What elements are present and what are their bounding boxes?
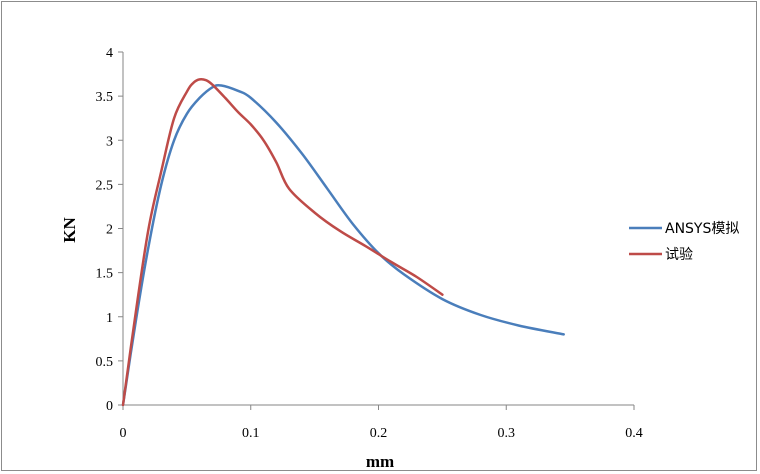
y-tick-label: 0 — [106, 399, 113, 414]
x-tick-label: 0.2 — [370, 426, 388, 441]
y-tick-label: 0.5 — [96, 355, 114, 370]
x-tick-label: 0.1 — [242, 426, 260, 441]
x-axis-title: mm — [366, 452, 394, 471]
y-tick-label: 1.5 — [96, 267, 114, 282]
y-tick-label: 2 — [106, 223, 113, 238]
series-layer — [121, 77, 565, 407]
x-tick-label: 0 — [120, 426, 127, 441]
x-tick-label: 0.4 — [625, 426, 643, 441]
y-tick-label: 3 — [106, 134, 113, 149]
x-tick-label: 0.3 — [498, 426, 516, 441]
y-tick-label: 3.5 — [96, 90, 114, 105]
y-tick-label: 4 — [106, 46, 113, 61]
series-line-1 — [121, 77, 444, 407]
series-line-0 — [121, 83, 565, 407]
legend-label-0: ANSYS模拟 — [665, 221, 739, 237]
y-tick-label: 1 — [106, 311, 113, 326]
y-tick-label: 2.5 — [96, 178, 114, 193]
axes: 0 0.5 1 1.5 2 2.5 3 3.5 4 0 0.1 0.2 0.3 0.4 — [96, 46, 643, 441]
y-axis-title: KN — [60, 217, 79, 243]
legend-label-1: 试验 — [665, 247, 693, 263]
